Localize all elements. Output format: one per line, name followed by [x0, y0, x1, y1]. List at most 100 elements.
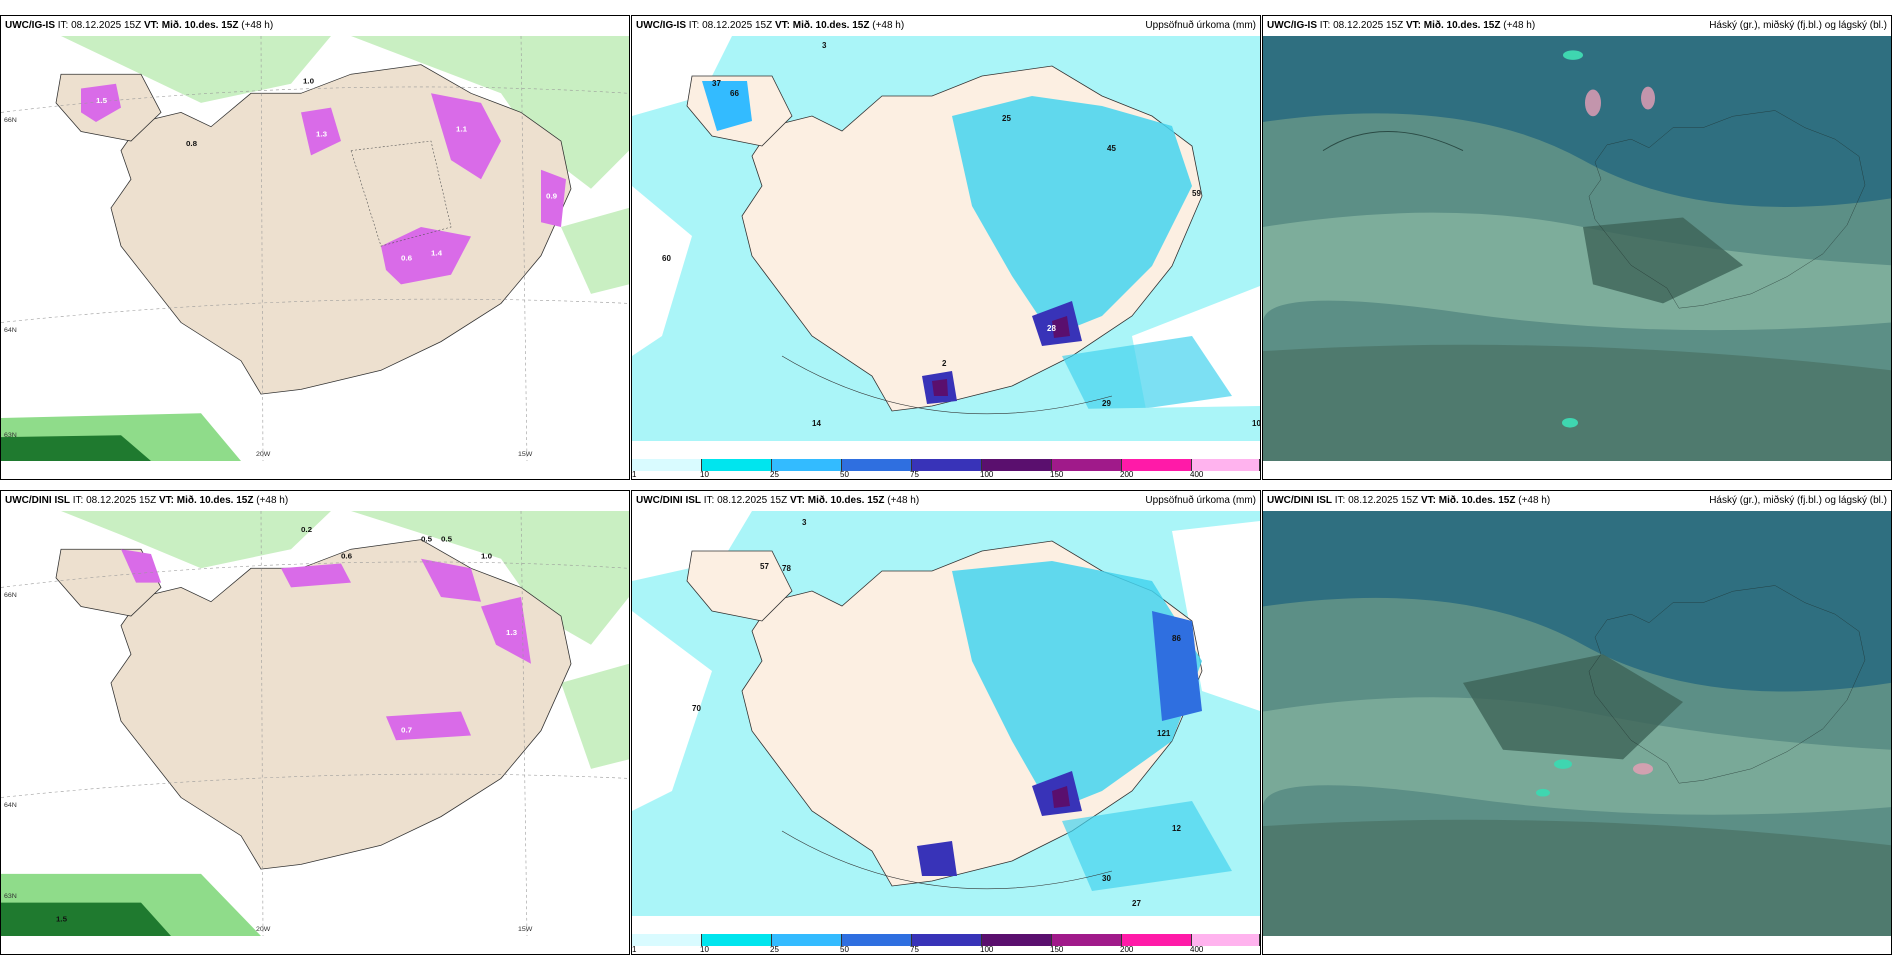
value-label: 3 [822, 41, 827, 50]
colorbar-segment [982, 934, 1052, 946]
init-time: IT: 08.12.2025 15Z [688, 20, 773, 31]
colorbar-segment [772, 934, 842, 946]
colorbar-segment [1052, 934, 1122, 946]
value-label: 121 [1157, 729, 1171, 738]
value-label: 29 [1102, 399, 1111, 408]
value-label: 3 [802, 518, 807, 527]
panel-igis-wind: UWC/IG-IS IT: 08.12.2025 15Z VT: Mið. 10… [0, 15, 630, 480]
colorbar: 1 10 25 50 75 100 150 200 400 [632, 934, 1260, 954]
lon-label: 20W [256, 926, 271, 933]
colorbar-tick: 100 [980, 945, 994, 954]
value-label: 0.9 [546, 192, 558, 201]
colorbar-tick: 150 [1050, 945, 1064, 954]
colorbar-segment [912, 934, 982, 946]
colorbar-segment [702, 459, 772, 471]
lat-label: 63N [4, 893, 17, 900]
valid-time: VT: Mið. 10.des. 15Z [1405, 20, 1501, 31]
colorbar-tick: 75 [910, 470, 919, 479]
value-label: 28 [1047, 324, 1056, 333]
init-time: IT: 08.12.2025 15Z [1319, 20, 1404, 31]
value-label: 60 [662, 254, 671, 263]
value-label: 0.5 [421, 535, 433, 544]
value-label: 1.5 [96, 96, 108, 105]
value-label: 25 [1002, 114, 1011, 123]
lead-time: (+48 h) [1518, 495, 1551, 506]
model-name: UWC/DINI ISL [636, 495, 701, 506]
value-label: 86 [1172, 634, 1181, 643]
panel-header: UWC/IG-IS IT: 08.12.2025 15Z VT: Mið. 10… [1263, 16, 1891, 36]
value-label: 30 [1102, 874, 1111, 883]
colorbar-tick: 1 [632, 945, 637, 954]
colorbar-tick: 100 [980, 470, 994, 479]
colorbar-tick: 10 [700, 470, 709, 479]
colorbar-tick: 75 [910, 945, 919, 954]
lat-label: 66N [4, 592, 17, 599]
colorbar-tick: 200 [1120, 945, 1134, 954]
lon-label: 15W [518, 451, 533, 458]
colorbar-segment [772, 459, 842, 471]
colorbar-tick: 25 [770, 470, 779, 479]
panel-dini-cloud: UWC/DINI ISL IT: 08.12.2025 15Z VT: Mið.… [1262, 490, 1892, 955]
precip-map[interactable]: 3 57 78 70 86 121 30 12 27 [632, 511, 1260, 916]
colorbar-tick: 150 [1050, 470, 1064, 479]
wind-map[interactable]: 66N 64N 63N 20W 15W 0.2 0.5 0.5 0.6 1.0 … [1, 511, 629, 936]
valid-time: VT: Mið. 10.des. 15Z [143, 20, 239, 31]
lat-label: 66N [4, 117, 17, 124]
value-label: 2 [942, 359, 947, 368]
colorbar-segment [1052, 459, 1122, 471]
colorbar-segment [1192, 934, 1260, 946]
panel-header: UWC/DINI ISL IT: 08.12.2025 15Z VT: Mið.… [1, 491, 629, 511]
valid-time: VT: Mið. 10.des. 15Z [774, 20, 870, 31]
value-label: 0.8 [186, 139, 198, 148]
model-name: UWC/DINI ISL [1267, 495, 1332, 506]
panel-header: UWC/IG-IS IT: 08.12.2025 15Z VT: Mið. 10… [1, 16, 629, 36]
valid-time: VT: Mið. 10.des. 15Z [1420, 495, 1516, 506]
value-label: 45 [1107, 144, 1116, 153]
lead-time: (+48 h) [256, 495, 289, 506]
colorbar-tick: 200 [1120, 470, 1134, 479]
colorbar-segment [1122, 934, 1192, 946]
value-label: 66 [730, 89, 739, 98]
colorbar-segment [912, 459, 982, 471]
value-label: 1.4 [431, 249, 443, 258]
init-time: IT: 08.12.2025 15Z [72, 495, 157, 506]
value-label: 70 [692, 704, 701, 713]
value-label: 1.0 [481, 552, 493, 561]
cloud-map[interactable] [1263, 36, 1891, 461]
init-time: IT: 08.12.2025 15Z [1334, 495, 1419, 506]
value-label: 1.5 [56, 915, 68, 924]
colorbar-tick: 1 [632, 470, 637, 479]
colorbar-tick: 50 [840, 945, 849, 954]
colorbar-tick: 50 [840, 470, 849, 479]
value-label: 14 [812, 419, 821, 428]
colorbar-tick: 25 [770, 945, 779, 954]
valid-time: VT: Mið. 10.des. 15Z [158, 495, 254, 506]
value-label: 27 [1132, 899, 1141, 908]
colorbar-segment [842, 459, 912, 471]
value-label: 78 [782, 564, 791, 573]
lead-time: (+48 h) [872, 20, 905, 31]
colorbar-segment [842, 934, 912, 946]
field-title: Uppsöfnuð úrkoma (mm) [1145, 495, 1256, 506]
valid-time: VT: Mið. 10.des. 15Z [789, 495, 885, 506]
colorbar-segment [632, 934, 702, 946]
value-label: 0.7 [401, 726, 412, 735]
value-label: 57 [760, 562, 769, 571]
colorbar-tick: 10 [700, 945, 709, 954]
init-time: IT: 08.12.2025 15Z [57, 20, 142, 31]
value-label: 1.3 [506, 628, 518, 637]
colorbar-segment [702, 934, 772, 946]
precip-map[interactable]: 3 37 66 25 45 59 60 28 2 29 14 10 [632, 36, 1260, 441]
model-name: UWC/IG-IS [636, 20, 686, 31]
lead-time: (+48 h) [887, 495, 920, 506]
value-label: 0.5 [441, 535, 453, 544]
field-title: Uppsöfnuð úrkoma (mm) [1145, 20, 1256, 31]
cloud-map[interactable] [1263, 511, 1891, 936]
model-name: UWC/DINI ISL [5, 495, 70, 506]
colorbar-segment [982, 459, 1052, 471]
field-title: Háský (gr.), miðský (fj.bl.) og lágský (… [1709, 20, 1887, 31]
field-title: Háský (gr.), miðský (fj.bl.) og lágský (… [1709, 495, 1887, 506]
lon-label: 20W [256, 451, 271, 458]
value-label: 1.1 [456, 125, 468, 134]
wind-map[interactable]: 66N 64N 63N 20W 15W 1.0 0.8 1.5 1.3 1.1 … [1, 36, 629, 461]
